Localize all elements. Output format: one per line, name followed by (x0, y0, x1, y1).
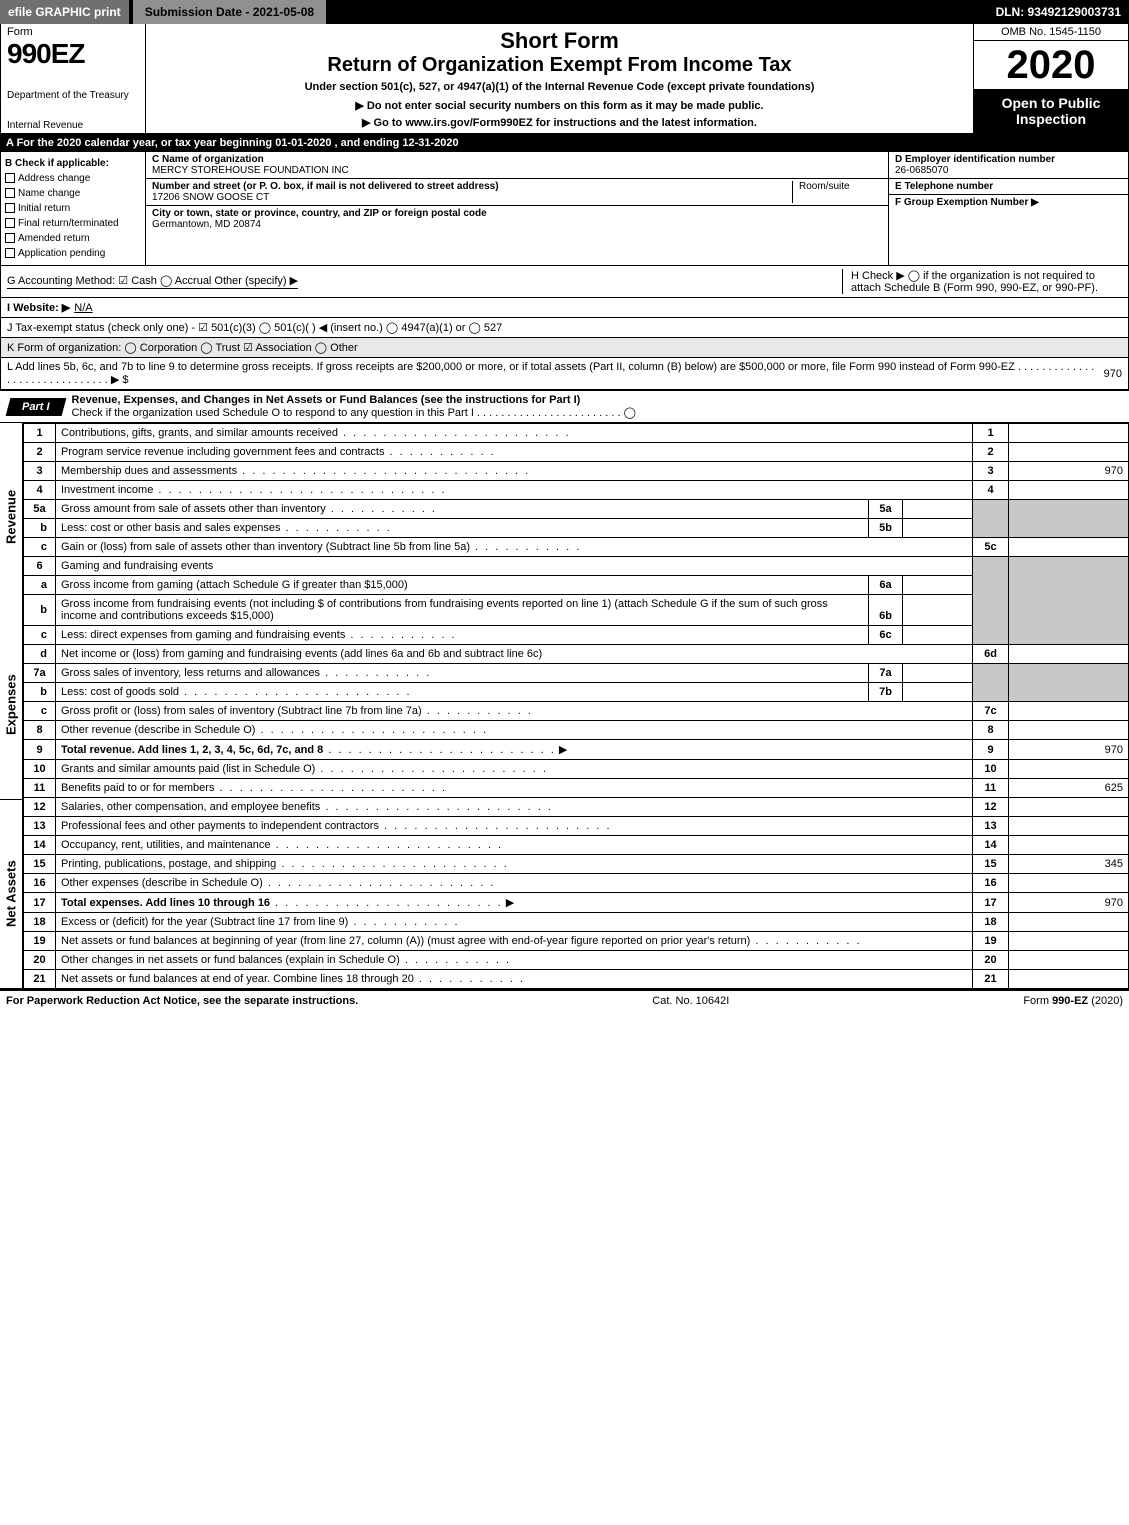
short-form-title: Short Form (154, 28, 965, 54)
return-title: Return of Organization Exempt From Incom… (154, 54, 965, 77)
row-6d: d Net income or (loss) from gaming and f… (24, 645, 1129, 664)
side-netassets: Net Assets (0, 800, 22, 989)
header-right: OMB No. 1545-1150 2020 Open to Public In… (973, 24, 1128, 133)
dept-treasury: Department of the Treasury (7, 90, 139, 101)
open-to-public: Open to Public Inspection (974, 89, 1128, 133)
line-l-text: L Add lines 5b, 6c, and 7b to line 9 to … (7, 361, 1100, 386)
section-b-title: B Check if applicable: (5, 156, 141, 171)
row-13: 13 Professional fees and other payments … (24, 817, 1129, 836)
goto-link[interactable]: ▶ Go to www.irs.gov/Form990EZ for instru… (154, 116, 965, 129)
form-header: Form 990EZ Department of the Treasury In… (0, 24, 1129, 134)
row-18: 18 Excess or (deficit) for the year (Sub… (24, 913, 1129, 932)
goto-link-text: ▶ Go to www.irs.gov/Form990EZ for instru… (362, 117, 757, 129)
cb-name-change[interactable]: Name change (5, 186, 141, 201)
f-group-label: F Group Exemption Number ▶ (895, 197, 1039, 208)
part-1-header: Part I Revenue, Expenses, and Changes in… (0, 390, 1129, 422)
row-6: 6 Gaming and fundraising events (24, 557, 1129, 576)
omb-number: OMB No. 1545-1150 (974, 24, 1128, 41)
org-city: Germantown, MD 20874 (152, 219, 882, 230)
side-expenses: Expenses (0, 611, 22, 800)
row-14: 14 Occupancy, rent, utilities, and maint… (24, 836, 1129, 855)
row-1: 1 Contributions, gifts, grants, and simi… (24, 424, 1129, 443)
row-7c: c Gross profit or (loss) from sales of i… (24, 702, 1129, 721)
part-1-body: Revenue Expenses Net Assets 1 Contributi… (0, 422, 1129, 989)
row-9: 9 Total revenue. Add lines 1, 2, 3, 4, 5… (24, 740, 1129, 760)
row-21: 21 Net assets or fund balances at end of… (24, 970, 1129, 989)
sections-def: D Employer identification number 26-0685… (888, 152, 1128, 265)
line-h: H Check ▶ ◯ if the organization is not r… (842, 269, 1122, 294)
row-11: 11 Benefits paid to or for members 11 62… (24, 779, 1129, 798)
dept-irs: Internal Revenue (7, 120, 139, 131)
top-bar: efile GRAPHIC print Submission Date - 20… (0, 0, 1129, 24)
cb-address-change[interactable]: Address change (5, 171, 141, 186)
entity-block: B Check if applicable: Address change Na… (0, 152, 1129, 266)
row-4: 4 Investment income 4 (24, 481, 1129, 500)
line-j: J Tax-exempt status (check only one) - ☑… (0, 318, 1129, 338)
c-addr-label: Number and street (or P. O. box, if mail… (152, 181, 499, 192)
part-1-title: Revenue, Expenses, and Changes in Net As… (64, 391, 1129, 422)
d-ein-value: 26-0685070 (895, 165, 948, 176)
row-3: 3 Membership dues and assessments 3 970 (24, 462, 1129, 481)
line-i-label: I Website: ▶ (7, 301, 70, 314)
cb-final-return[interactable]: Final return/terminated (5, 216, 141, 231)
row-5a: 5a Gross amount from sale of assets othe… (24, 500, 1129, 519)
revenue-table: 1 Contributions, gifts, grants, and simi… (23, 423, 1129, 989)
section-c: C Name of organization MERCY STOREHOUSE … (146, 152, 888, 265)
c-city-label: City or town, state or province, country… (152, 208, 882, 219)
side-revenue: Revenue (0, 423, 22, 611)
row-19: 19 Net assets or fund balances at beginn… (24, 932, 1129, 951)
e-phone-label: E Telephone number (895, 181, 993, 192)
row-20: 20 Other changes in net assets or fund b… (24, 951, 1129, 970)
line-l-value: 970 (1104, 368, 1122, 380)
line-k: K Form of organization: ◯ Corporation ◯ … (0, 338, 1129, 358)
row-5c: c Gain or (loss) from sale of assets oth… (24, 538, 1129, 557)
line-a-taxyear: A For the 2020 calendar year, or tax yea… (0, 134, 1129, 152)
cb-application-pending[interactable]: Application pending (5, 246, 141, 261)
row-15: 15 Printing, publications, postage, and … (24, 855, 1129, 874)
dln-label: DLN: 93492129003731 (988, 1, 1129, 23)
row-6b: b Gross income from fundraising events (… (24, 595, 1129, 626)
room-suite-label: Room/suite (799, 181, 850, 192)
d-ein-label: D Employer identification number (895, 154, 1055, 165)
line-i: I Website: ▶ N/A (0, 298, 1129, 318)
section-b: B Check if applicable: Address change Na… (1, 152, 146, 265)
efile-label[interactable]: efile GRAPHIC print (0, 0, 129, 24)
form-number: 990EZ (7, 38, 139, 70)
header-left: Form 990EZ Department of the Treasury In… (1, 24, 146, 133)
row-16: 16 Other expenses (describe in Schedule … (24, 874, 1129, 893)
cb-initial-return[interactable]: Initial return (5, 201, 141, 216)
row-6a: a Gross income from gaming (attach Sched… (24, 576, 1129, 595)
side-labels: Revenue Expenses Net Assets (0, 423, 23, 989)
part-1-check: Check if the organization used Schedule … (72, 407, 636, 419)
footer-formref: Form 990-EZ (2020) (1023, 995, 1123, 1007)
c-name-label: C Name of organization (152, 154, 882, 165)
row-6c: c Less: direct expenses from gaming and … (24, 626, 1129, 645)
line-g: G Accounting Method: ☑ Cash ◯ Accrual Ot… (7, 274, 298, 289)
row-2: 2 Program service revenue including gove… (24, 443, 1129, 462)
under-section: Under section 501(c), 527, or 4947(a)(1)… (154, 81, 965, 93)
tax-year: 2020 (974, 41, 1128, 89)
submission-date: Submission Date - 2021-05-08 (133, 0, 326, 24)
footer-catno: Cat. No. 10642I (652, 995, 729, 1007)
row-7a: 7a Gross sales of inventory, less return… (24, 664, 1129, 683)
part-1-tab: Part I (6, 398, 66, 416)
row-7b: b Less: cost of goods sold 7b (24, 683, 1129, 702)
org-street: 17206 SNOW GOOSE CT (152, 192, 269, 203)
cb-amended-return[interactable]: Amended return (5, 231, 141, 246)
ssn-warning: ▶ Do not enter social security numbers o… (154, 99, 965, 112)
row-10: 10 Grants and similar amounts paid (list… (24, 760, 1129, 779)
org-name: MERCY STOREHOUSE FOUNDATION INC (152, 165, 882, 176)
line-g-h: G Accounting Method: ☑ Cash ◯ Accrual Ot… (0, 266, 1129, 298)
footer-left: For Paperwork Reduction Act Notice, see … (6, 995, 358, 1007)
website-value: N/A (74, 302, 92, 314)
row-17: 17 Total expenses. Add lines 10 through … (24, 893, 1129, 913)
page-footer: For Paperwork Reduction Act Notice, see … (0, 989, 1129, 1011)
form-word: Form (7, 26, 139, 38)
row-5b: b Less: cost or other basis and sales ex… (24, 519, 1129, 538)
header-mid: Short Form Return of Organization Exempt… (146, 24, 973, 133)
line-l: L Add lines 5b, 6c, and 7b to line 9 to … (0, 358, 1129, 390)
row-8: 8 Other revenue (describe in Schedule O)… (24, 721, 1129, 740)
row-12: 12 Salaries, other compensation, and emp… (24, 798, 1129, 817)
